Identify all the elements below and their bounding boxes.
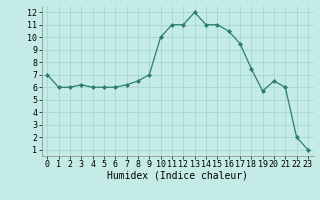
X-axis label: Humidex (Indice chaleur): Humidex (Indice chaleur) xyxy=(107,171,248,181)
